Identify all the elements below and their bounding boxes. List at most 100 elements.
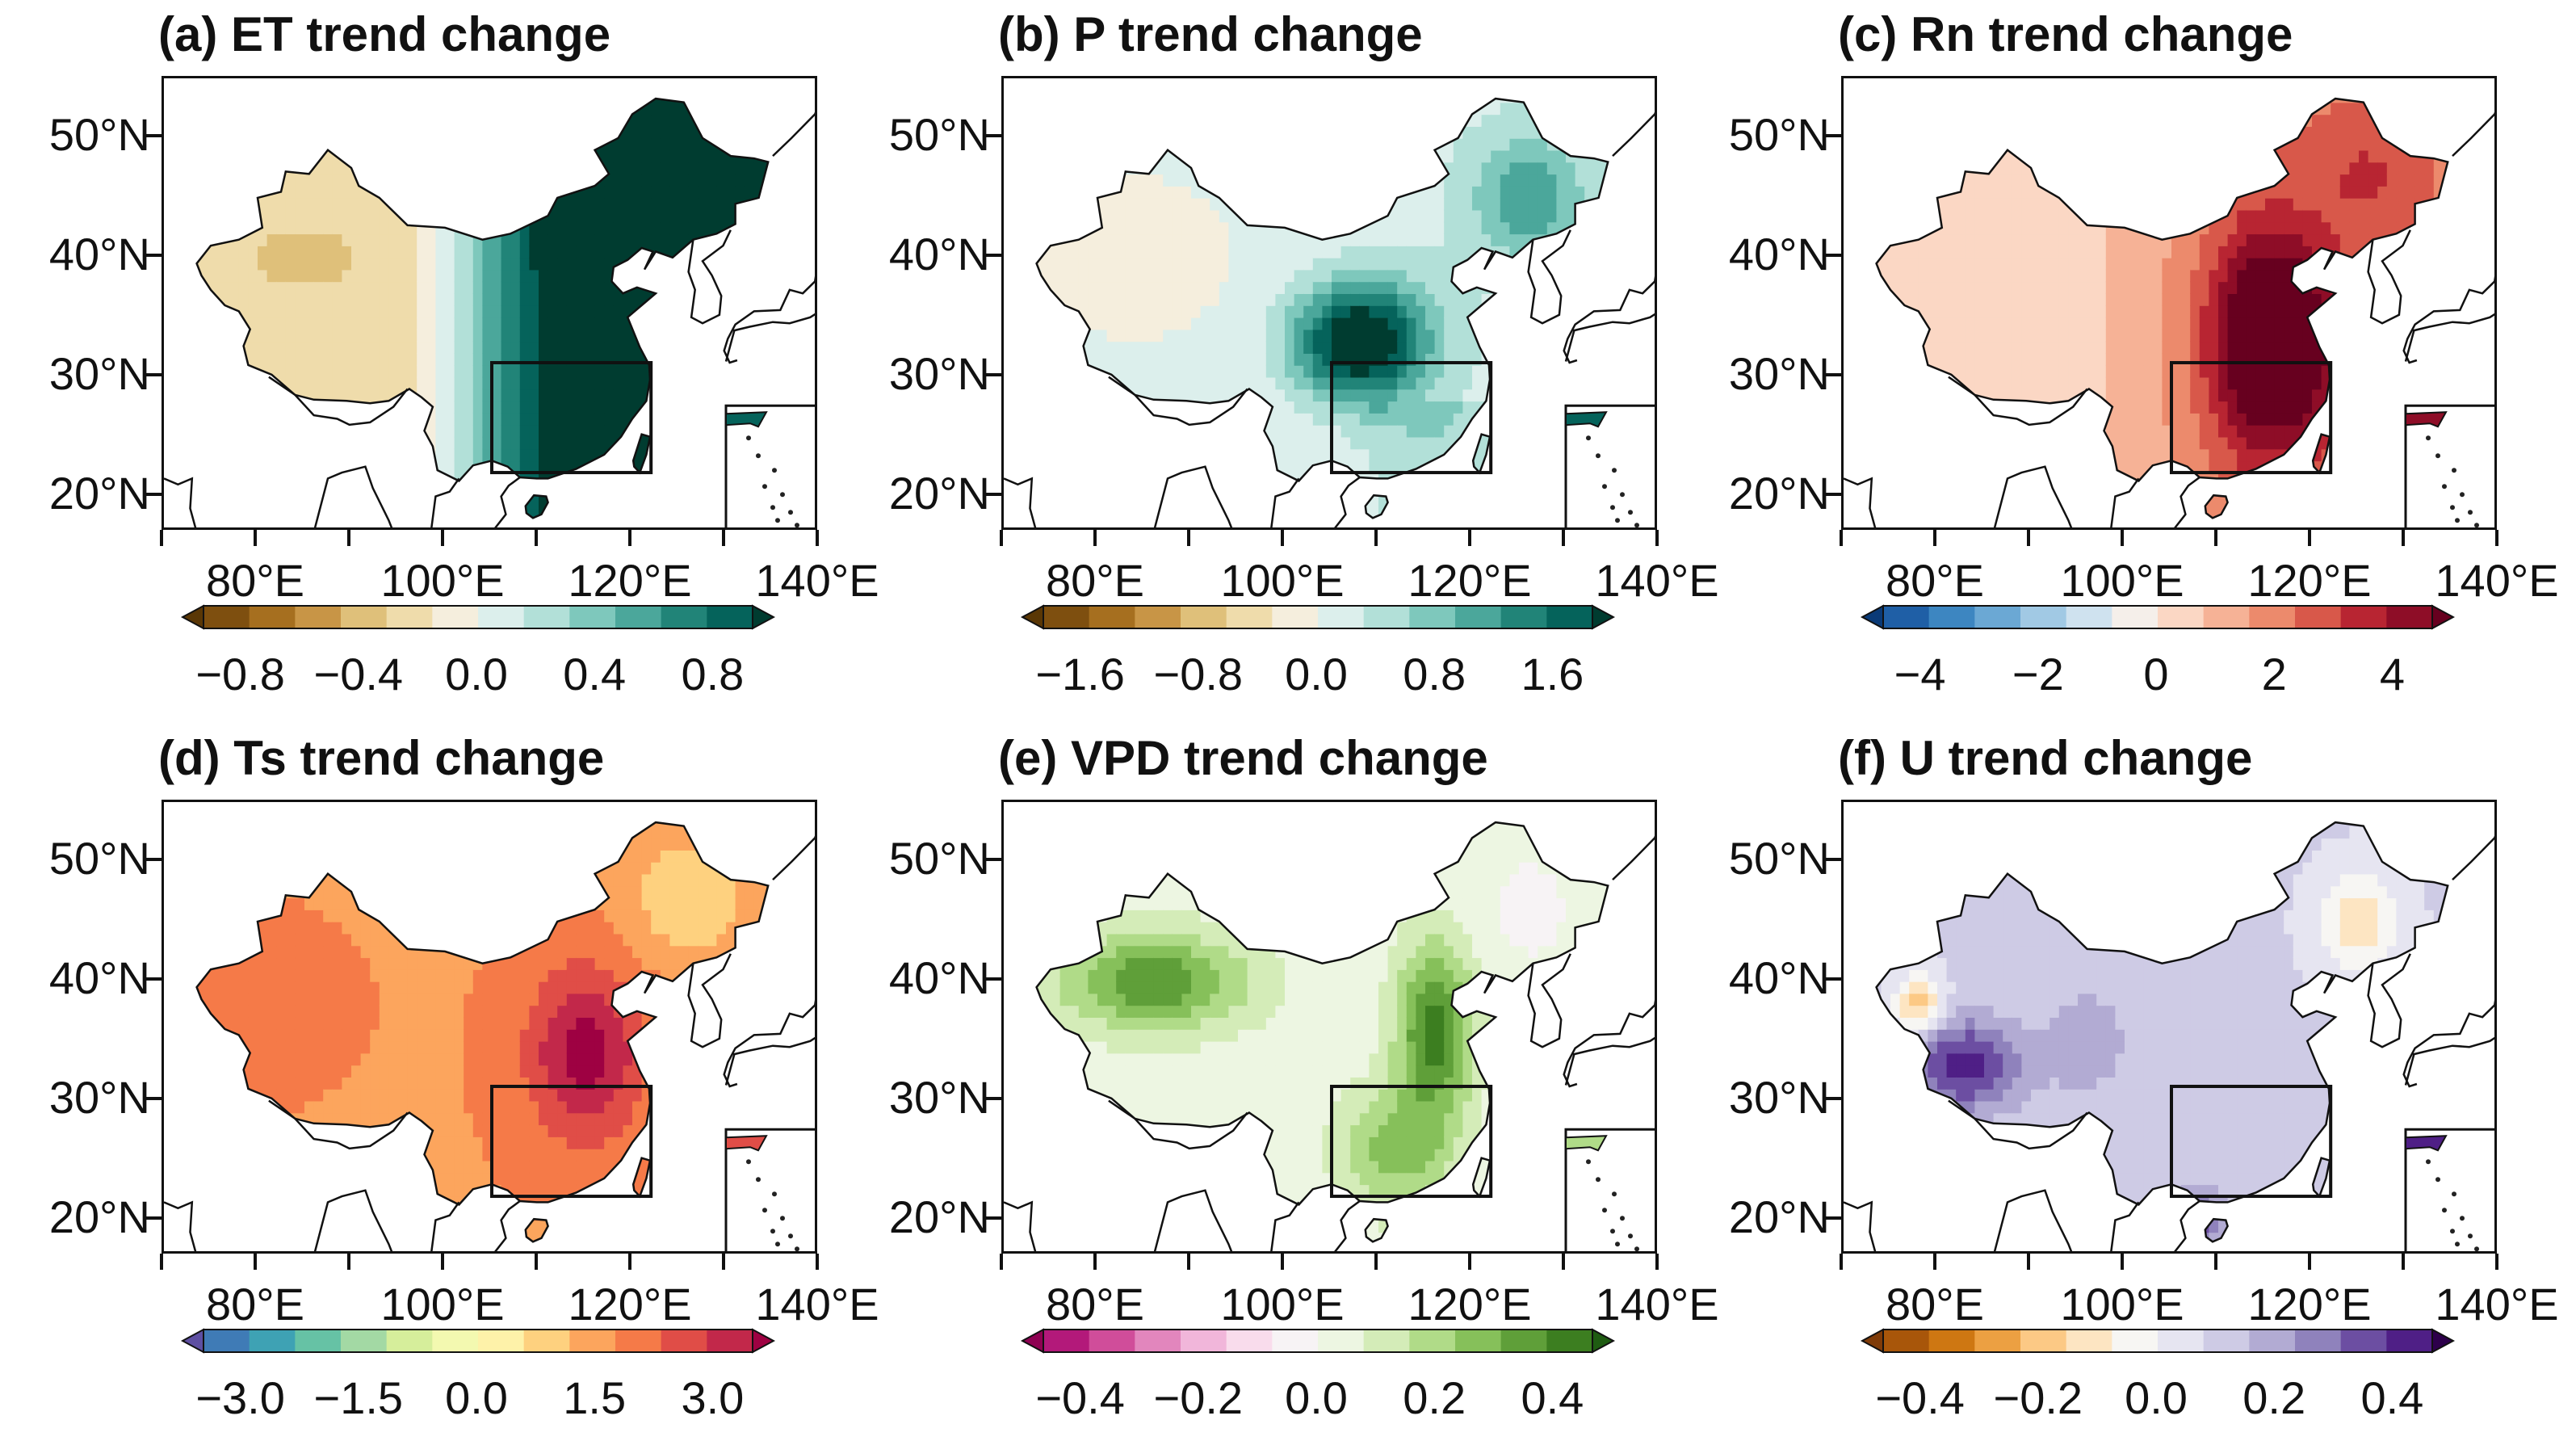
colorbar-bin xyxy=(2249,1330,2296,1352)
colorbar-bin xyxy=(1928,606,1975,628)
lon-tick xyxy=(1655,1254,1659,1270)
lat-label: 40°N xyxy=(888,952,990,1003)
lon-tick xyxy=(1000,530,1003,546)
colorbar-bin xyxy=(1974,1330,2021,1352)
colorbar-bin xyxy=(1500,1330,1547,1352)
lon-label: 100°E xyxy=(2060,1279,2184,1330)
inset-island xyxy=(795,523,799,527)
country-outline xyxy=(1471,1157,1491,1199)
coastline xyxy=(1334,476,1361,527)
inset-island xyxy=(2450,505,2455,510)
lon-label: 80°E xyxy=(205,555,305,606)
coastline xyxy=(2110,477,2140,527)
colorbar xyxy=(1021,604,1615,630)
lon-tick xyxy=(1187,530,1190,546)
inset-island xyxy=(1612,468,1617,473)
colorbar-label: 0.8 xyxy=(681,649,745,699)
inset-land xyxy=(1565,411,1608,428)
colorbar-bin xyxy=(341,1330,388,1352)
colorbar-bin xyxy=(203,1330,250,1352)
inset-island xyxy=(783,529,788,530)
inset-island xyxy=(2452,468,2456,473)
lat-label: 20°N xyxy=(48,1191,150,1242)
coastline xyxy=(313,465,393,527)
map-frame xyxy=(1841,76,2497,530)
colorbar-label: 0.0 xyxy=(2125,1372,2188,1423)
panel-title: (e) VPD trend change xyxy=(998,731,1488,785)
coastline xyxy=(1844,477,1877,527)
lat-tick xyxy=(1825,492,1841,496)
colorbar-bin xyxy=(478,606,525,628)
map-panel-u: (f) U trend change 50°N 40°N 30°N 20°N 80°E 10… xyxy=(1680,724,2559,1435)
lon-label: 80°E xyxy=(1045,1279,1145,1330)
lon-tick xyxy=(1374,1254,1378,1270)
colorbar-bin xyxy=(386,1330,433,1352)
lon-tick xyxy=(535,1254,538,1270)
coastline xyxy=(430,1201,460,1251)
panel-title: (a) ET trend change xyxy=(158,7,611,61)
inset-island xyxy=(756,453,761,459)
lon-label: 100°E xyxy=(2060,555,2184,606)
inset-island xyxy=(2463,529,2468,530)
inset-island xyxy=(2474,1246,2479,1251)
study-region-box xyxy=(2170,1084,2333,1199)
inset-land xyxy=(725,1135,768,1152)
lon-tick xyxy=(2214,530,2217,546)
colorbar-bin xyxy=(707,606,753,628)
colorbar-bin xyxy=(2066,606,2112,628)
study-region-box xyxy=(490,1084,653,1199)
colorbar-bin xyxy=(295,606,342,628)
colorbar-bin xyxy=(1546,606,1593,628)
colorbar xyxy=(1861,604,2455,630)
coastline xyxy=(2110,1201,2140,1251)
inset-island xyxy=(746,1159,751,1165)
country-outline xyxy=(524,1217,549,1243)
coastline xyxy=(494,476,521,527)
coastline xyxy=(2174,1199,2201,1251)
lat-label: 50°N xyxy=(1728,832,1830,884)
lat-tick xyxy=(985,977,1001,981)
inset-island xyxy=(1634,523,1639,527)
coastline xyxy=(164,1200,197,1251)
colorbar-label: −1.6 xyxy=(1035,649,1125,699)
country-outline xyxy=(631,1157,652,1199)
lon-label: 140°E xyxy=(2435,555,2559,606)
lon-label: 120°E xyxy=(2247,1279,2372,1330)
inset-island xyxy=(1610,505,1615,510)
lon-tick xyxy=(1933,530,1936,546)
coastline xyxy=(1993,1189,2073,1251)
coastline xyxy=(430,477,460,527)
colorbar-bin xyxy=(1272,606,1319,628)
inset-island xyxy=(2474,523,2479,527)
inset-island xyxy=(772,1191,777,1197)
lon-label: 100°E xyxy=(380,555,505,606)
lon-tick xyxy=(628,1254,631,1270)
inset-island xyxy=(1628,1233,1633,1239)
lat-label: 30°N xyxy=(48,347,150,399)
colorbar-bin xyxy=(2020,606,2067,628)
coastline xyxy=(494,1199,521,1251)
lon-tick xyxy=(2495,530,2498,546)
colorbar-bin xyxy=(386,606,433,628)
map-panel-p: (b) P trend change 50°N 40°N 30°N 20°N 80°E 10… xyxy=(840,0,1719,711)
lat-tick xyxy=(145,372,162,376)
inset-island xyxy=(2455,1241,2460,1247)
inset-island xyxy=(2426,435,2431,441)
colorbar-bin xyxy=(1089,1330,1135,1352)
coastline xyxy=(1004,477,1037,527)
colorbar-label: 0.0 xyxy=(1285,649,1348,699)
map-canvas xyxy=(1004,97,1655,527)
inset-island xyxy=(1596,1177,1601,1183)
map-panel-et: (a) ET trend change 50°N 40°N 30°N 20°N 80°E 1… xyxy=(0,0,879,711)
colorbar-bin xyxy=(661,1330,707,1352)
inset-island xyxy=(1602,484,1607,489)
inset-island xyxy=(2435,453,2440,459)
lon-tick xyxy=(254,530,257,546)
lat-tick xyxy=(145,253,162,257)
lon-tick xyxy=(2121,1254,2124,1270)
colorbar-bin xyxy=(2203,1330,2250,1352)
lon-label: 140°E xyxy=(1595,555,1719,606)
lon-tick xyxy=(2027,530,2030,546)
colorbar-label: 0.4 xyxy=(1521,1372,1584,1423)
lon-tick xyxy=(722,1254,725,1270)
